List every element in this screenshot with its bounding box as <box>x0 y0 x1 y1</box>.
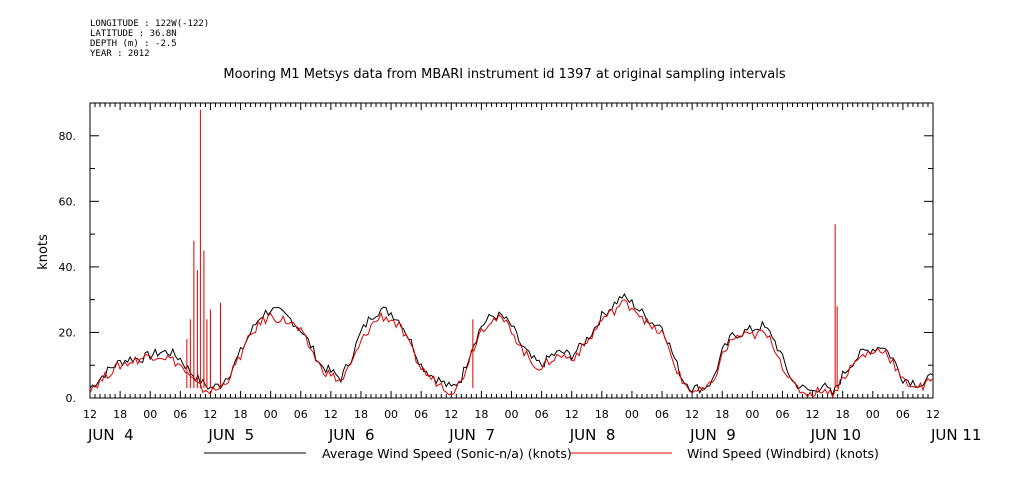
x-hour-label: 18 <box>113 408 127 421</box>
x-day-label: JUN 5 <box>207 426 254 444</box>
x-hour-label: 06 <box>414 408 428 421</box>
x-hour-label: 00 <box>143 408 157 421</box>
x-hour-label: 18 <box>715 408 729 421</box>
meta-year: YEAR : 2012 <box>90 49 150 59</box>
plot-axes: 0. 20. 40. 60. 80. knots 12 18 00 06 12 18 00 06 12 18 0… <box>36 102 981 444</box>
x-hour-label: 06 <box>896 408 910 421</box>
x-day-label: JUN 4 <box>87 426 134 444</box>
x-hour-label: 18 <box>474 408 488 421</box>
x-hour-label: 18 <box>595 408 609 421</box>
x-hour-label: 00 <box>384 408 398 421</box>
x-hour-label: 00 <box>866 408 880 421</box>
x-hour-label: 06 <box>655 408 669 421</box>
x-day-label: JUN 11 <box>930 426 981 444</box>
series-line-windbird <box>89 299 934 399</box>
x-hour-label: 06 <box>294 408 308 421</box>
y-axis-label: knots <box>36 234 51 270</box>
x-day-label: JUN 7 <box>448 426 495 444</box>
chart-title: Mooring M1 Metsys data from MBARI instru… <box>223 67 786 82</box>
meta-latitude: LATITUDE : 36.8N <box>90 29 177 39</box>
x-day-label: JUN 8 <box>569 426 616 444</box>
y-tick-label: 20. <box>59 326 77 339</box>
meta-depth: DEPTH (m) : -2.5 <box>90 39 177 49</box>
plot-frame <box>89 102 934 399</box>
x-hour-label: 00 <box>505 408 519 421</box>
x-hour-label: 12 <box>203 408 217 421</box>
x-hour-label: 12 <box>83 408 97 421</box>
x-day-label: JUN 10 <box>810 426 861 444</box>
x-hour-label: 12 <box>444 408 458 421</box>
x-hour-label: 00 <box>264 408 278 421</box>
x-hour-label: 06 <box>173 408 187 421</box>
y-tick-label: 80. <box>59 130 77 143</box>
series-line-average-wind <box>89 292 934 397</box>
x-hour-label: 12 <box>926 408 940 421</box>
legend: Average Wind Speed (Sonic-n/a) (knots) W… <box>204 446 879 461</box>
y-tick-label: 40. <box>59 261 77 274</box>
x-hour-label: 12 <box>565 408 579 421</box>
x-hour-label: 12 <box>324 408 338 421</box>
x-day-label: JUN 9 <box>689 426 736 444</box>
x-hour-label: 00 <box>625 408 639 421</box>
x-hour-label: 18 <box>354 408 368 421</box>
x-hour-label: 12 <box>806 408 820 421</box>
y-tick-label: 0. <box>66 392 77 405</box>
x-hour-label: 00 <box>745 408 759 421</box>
legend-label-red: Wind Speed (Windbird) (knots) <box>687 446 879 461</box>
metadata-block: LONGITUDE : 122W(-122) LATITUDE : 36.8N … <box>90 19 209 59</box>
x-hour-label: 12 <box>685 408 699 421</box>
x-hour-label: 18 <box>836 408 850 421</box>
meta-longitude: LONGITUDE : 122W(-122) <box>90 19 210 29</box>
x-hour-label: 06 <box>775 408 789 421</box>
x-day-label: JUN 6 <box>328 426 375 444</box>
x-hour-label: 18 <box>234 408 248 421</box>
legend-label-black: Average Wind Speed (Sonic-n/a) (knots) <box>322 446 572 461</box>
plot-series <box>89 109 934 399</box>
y-tick-label: 60. <box>59 195 77 208</box>
x-hour-label: 06 <box>535 408 549 421</box>
